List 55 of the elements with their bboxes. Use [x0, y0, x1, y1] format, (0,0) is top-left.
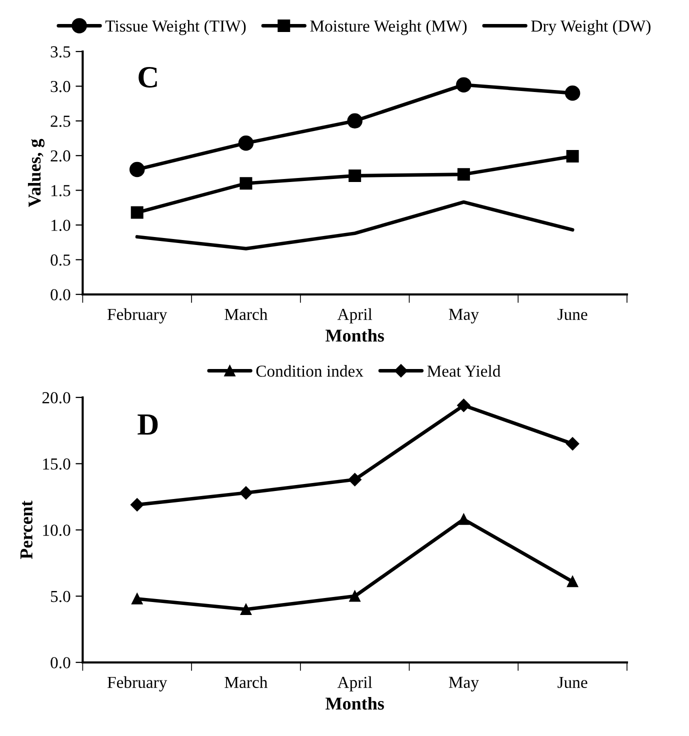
y-tick-label: 0.0 — [50, 657, 70, 668]
line-series — [135, 200, 574, 250]
y-tick-label: 1.0 — [52, 220, 70, 232]
legend-label: Dry Weight (DW) — [531, 20, 650, 36]
y-tick-label: 0.5 — [50, 254, 70, 266]
y-tick-label: 2.5 — [50, 116, 70, 127]
y-axis-title: Percent — [20, 500, 32, 560]
x-tick-label: May — [448, 676, 479, 692]
point — [239, 486, 253, 500]
point — [457, 168, 470, 181]
y-tick-label: 15.0 — [43, 458, 70, 470]
point — [566, 437, 580, 450]
point — [566, 150, 579, 163]
x-tick-label: June — [558, 676, 588, 688]
x-tick-label: March — [224, 676, 268, 688]
x-tick-label: May — [448, 308, 479, 324]
legend-label: Tissue Weight (TIW) — [105, 20, 246, 36]
point — [348, 472, 362, 486]
x-tick-label: June — [558, 308, 588, 320]
annotation: D — [138, 414, 158, 435]
point — [564, 86, 580, 101]
y-axis-title: Values, g — [28, 138, 44, 208]
legend-label: Condition index — [256, 365, 364, 377]
point — [240, 177, 252, 190]
y-tick-label: 3.5 — [50, 46, 70, 58]
y-tick-label: 0.0 — [50, 289, 70, 300]
y-tick-label: 2.0 — [50, 150, 70, 162]
y-tick-label: 20.0 — [42, 392, 70, 404]
point — [132, 593, 143, 604]
point — [456, 77, 472, 92]
point — [238, 135, 254, 151]
y-tick-label: 3.0 — [50, 80, 70, 92]
x-axis-title: Months — [326, 697, 384, 710]
point — [349, 590, 360, 602]
annotation: C — [138, 67, 157, 88]
point — [130, 498, 144, 512]
y-tick-label: 5.0 — [51, 590, 70, 602]
point — [129, 162, 145, 178]
x-tick-label: March — [224, 308, 268, 320]
x-tick-label: February — [108, 676, 168, 692]
y-tick-label: 10.0 — [43, 524, 70, 536]
y-tick-label: 1.5 — [52, 185, 70, 196]
point — [240, 604, 252, 615]
legend-label: Meat Yield — [427, 365, 501, 377]
x-tick-label: April — [337, 308, 372, 324]
point — [347, 113, 362, 129]
x-tick-label: February — [108, 308, 168, 324]
point — [130, 206, 144, 219]
point — [348, 169, 362, 182]
x-axis-title: Months — [326, 329, 384, 342]
point — [457, 398, 470, 412]
point — [458, 514, 470, 525]
x-tick-label: April — [337, 676, 372, 692]
point — [567, 576, 578, 588]
legend-label: Moisture Weight (MW) — [310, 20, 467, 36]
